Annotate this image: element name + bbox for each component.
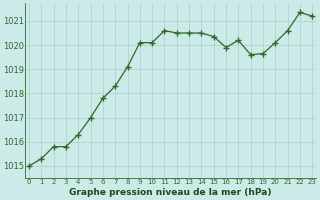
X-axis label: Graphe pression niveau de la mer (hPa): Graphe pression niveau de la mer (hPa) bbox=[69, 188, 272, 197]
